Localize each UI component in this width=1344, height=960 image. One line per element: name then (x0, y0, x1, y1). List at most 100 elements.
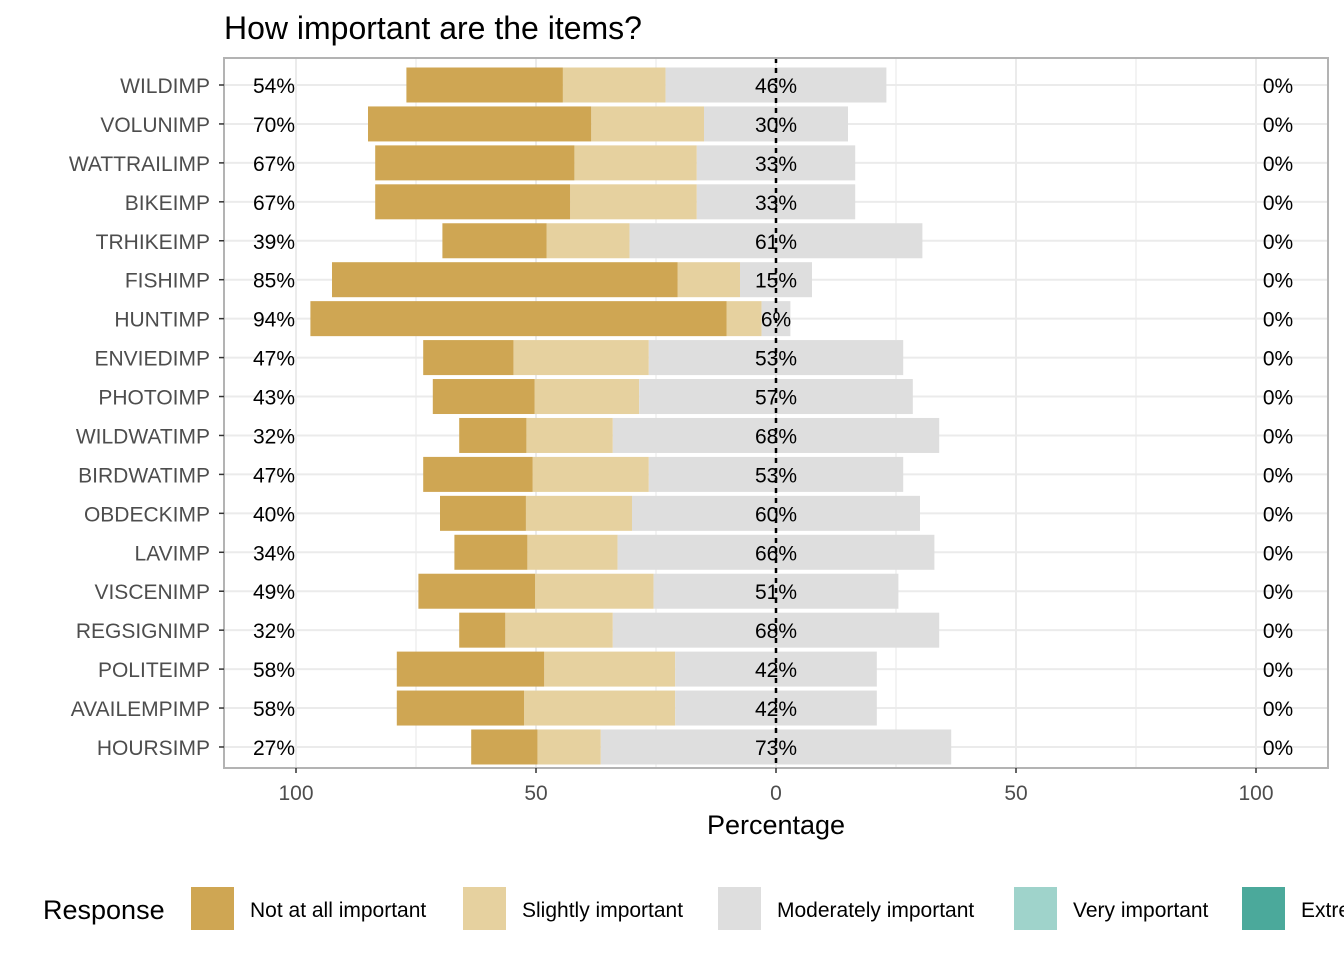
bar (454, 534, 528, 570)
data-label-center: 46% (755, 75, 797, 98)
data-label-center: 33% (755, 153, 797, 176)
legend-swatch (191, 887, 234, 930)
bar (591, 106, 704, 142)
data-label-center: 42% (755, 659, 797, 682)
data-label-left: 47% (253, 464, 295, 487)
data-label-right: 0% (1263, 270, 1293, 293)
data-label-left: 47% (253, 348, 295, 371)
bar (332, 262, 678, 298)
bar (459, 417, 527, 453)
data-label-left: 39% (253, 231, 295, 254)
bar (423, 340, 514, 376)
bar (526, 417, 613, 453)
bar (534, 379, 640, 415)
bar (513, 340, 649, 376)
y-tick-label: WILDIMP (120, 75, 210, 98)
bar (726, 301, 762, 337)
data-label-left: 67% (253, 192, 295, 215)
data-label-center: 66% (755, 542, 797, 565)
data-label-center: 57% (755, 387, 797, 410)
bar (459, 612, 506, 648)
data-label-left: 32% (253, 425, 295, 448)
data-label-right: 0% (1263, 348, 1293, 371)
data-label-center: 61% (755, 231, 797, 254)
data-label-center: 6% (761, 309, 791, 332)
bars-layer (223, 57, 1329, 769)
data-labels-layer: 54% 46% 0% 70% 30% 0% 67% 33% 0% 67% 33% 0% 39% 61% 0%… (253, 75, 1293, 760)
data-label-center: 60% (755, 503, 797, 526)
bar (527, 534, 618, 570)
data-label-right: 0% (1263, 659, 1293, 682)
data-label-right: 0% (1263, 231, 1293, 254)
y-tick-label: REGSIGNIMP (76, 620, 210, 643)
data-label-right: 0% (1263, 309, 1293, 332)
bar (396, 690, 524, 726)
y-tick-label: LAVIMP (135, 542, 210, 565)
legend: Response Not at all important Slightly imp… (43, 887, 1344, 930)
y-tick-label: ENVIEDIMP (94, 348, 210, 371)
bar (574, 145, 697, 181)
bar (612, 417, 940, 453)
bar (423, 456, 533, 492)
bar (471, 729, 538, 765)
data-label-right: 0% (1263, 387, 1293, 410)
data-label-left: 58% (253, 659, 295, 682)
chart-title: How important are the items? (224, 10, 642, 46)
x-axis-label: Percentage (707, 810, 845, 840)
legend-swatch (1014, 887, 1057, 930)
data-label-center: 68% (755, 425, 797, 448)
legend-label: Not at all important (250, 899, 426, 922)
legend-label: Slightly important (522, 899, 683, 922)
legend-label: Very important (1073, 899, 1209, 922)
bar (525, 495, 632, 531)
data-label-left: 85% (253, 270, 295, 293)
data-label-left: 54% (253, 75, 295, 98)
y-tick-label: PHOTOIMP (98, 387, 210, 410)
y-tick-label: FISHIMP (125, 270, 210, 293)
bar (537, 729, 601, 765)
data-label-right: 0% (1263, 75, 1293, 98)
y-tick-label: HUNTIMP (114, 309, 210, 332)
y-tick-label: BIRDWATIMP (78, 464, 210, 487)
bar (396, 651, 545, 687)
x-axis: 100 50 0 50 100 (278, 768, 1274, 805)
bar (375, 145, 575, 181)
bar (532, 456, 649, 492)
bar (375, 184, 571, 220)
legend-label: Extre (1301, 899, 1344, 922)
data-label-left: 67% (253, 153, 295, 176)
data-label-left: 43% (253, 387, 295, 410)
data-label-left: 34% (253, 542, 295, 565)
data-label-left: 94% (253, 309, 295, 332)
data-label-right: 0% (1263, 114, 1293, 137)
data-label-left: 27% (253, 737, 295, 760)
data-label-center: 15% (755, 270, 797, 293)
data-label-center: 73% (755, 737, 797, 760)
y-axis: WILDIMP VOLUNIMP WATTRAILIMP BIKEIMP TRHIKEI… (69, 75, 224, 760)
bar (310, 301, 727, 337)
data-label-right: 0% (1263, 698, 1293, 721)
x-tick-label: 50 (1004, 782, 1027, 805)
data-label-right: 0% (1263, 464, 1293, 487)
bar (418, 573, 536, 609)
bar (442, 223, 547, 259)
data-label-right: 0% (1263, 192, 1293, 215)
y-tick-label: OBDECKIMP (84, 503, 210, 526)
x-tick-label: 0 (770, 782, 782, 805)
data-label-left: 58% (253, 698, 295, 721)
x-tick-label: 100 (278, 782, 313, 805)
data-label-center: 42% (755, 698, 797, 721)
bar (546, 223, 630, 259)
data-label-center: 51% (755, 581, 797, 604)
data-label-right: 0% (1263, 620, 1293, 643)
bar (524, 690, 676, 726)
legend-label: Moderately important (777, 899, 974, 922)
data-label-right: 0% (1263, 737, 1293, 760)
y-tick-label: AVAILEMPIMP (71, 698, 210, 721)
data-label-center: 30% (755, 114, 797, 137)
x-tick-label: 50 (524, 782, 547, 805)
x-tick-label: 100 (1238, 782, 1273, 805)
data-label-right: 0% (1263, 503, 1293, 526)
bar (368, 106, 592, 142)
